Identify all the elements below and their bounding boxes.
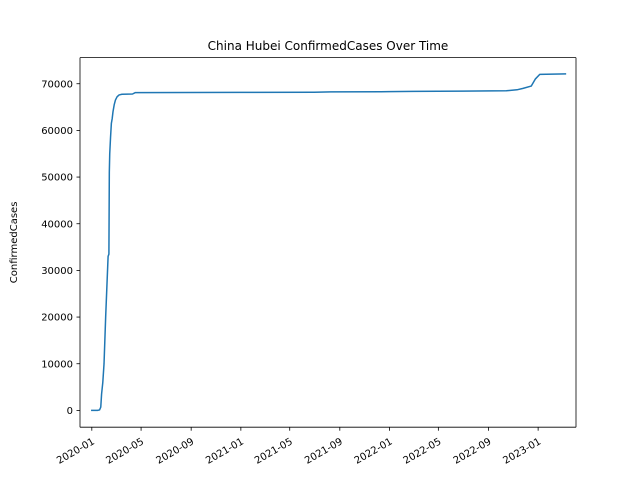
y-tick-label: 20000 <box>41 313 73 324</box>
x-tick-label: 2021-09 <box>303 436 345 466</box>
x-tick-label: 2022-09 <box>452 436 494 466</box>
x-tick-label: 2022-05 <box>402 436 444 466</box>
x-tick-label: 2022-01 <box>353 436 395 466</box>
y-tick-label: 30000 <box>41 266 73 277</box>
x-tick-label: 2020-05 <box>104 436 146 466</box>
series-line-0 <box>91 73 567 412</box>
y-tick-label: 0 <box>67 406 73 417</box>
y-tick-label: 10000 <box>41 359 73 370</box>
y-tick-label: 60000 <box>41 126 73 137</box>
x-tick-label: 2020-01 <box>55 436 97 466</box>
y-axis-label: ConfirmedCases <box>9 202 20 284</box>
chart-title: China Hubei ConfirmedCases Over Time <box>208 39 449 53</box>
x-tick-label: 2021-01 <box>204 436 246 466</box>
y-tick-label: 70000 <box>41 79 73 90</box>
x-tick-label: 2021-05 <box>253 436 295 466</box>
y-tick-label: 40000 <box>41 219 73 230</box>
y-tick-label: 50000 <box>41 173 73 184</box>
x-tick-label: 2023-01 <box>501 436 543 466</box>
plot-area: 0 10000 20000 30000 40000 50000 60000 70000 2020… <box>41 57 577 467</box>
x-tick-label: 2020-09 <box>154 436 196 466</box>
